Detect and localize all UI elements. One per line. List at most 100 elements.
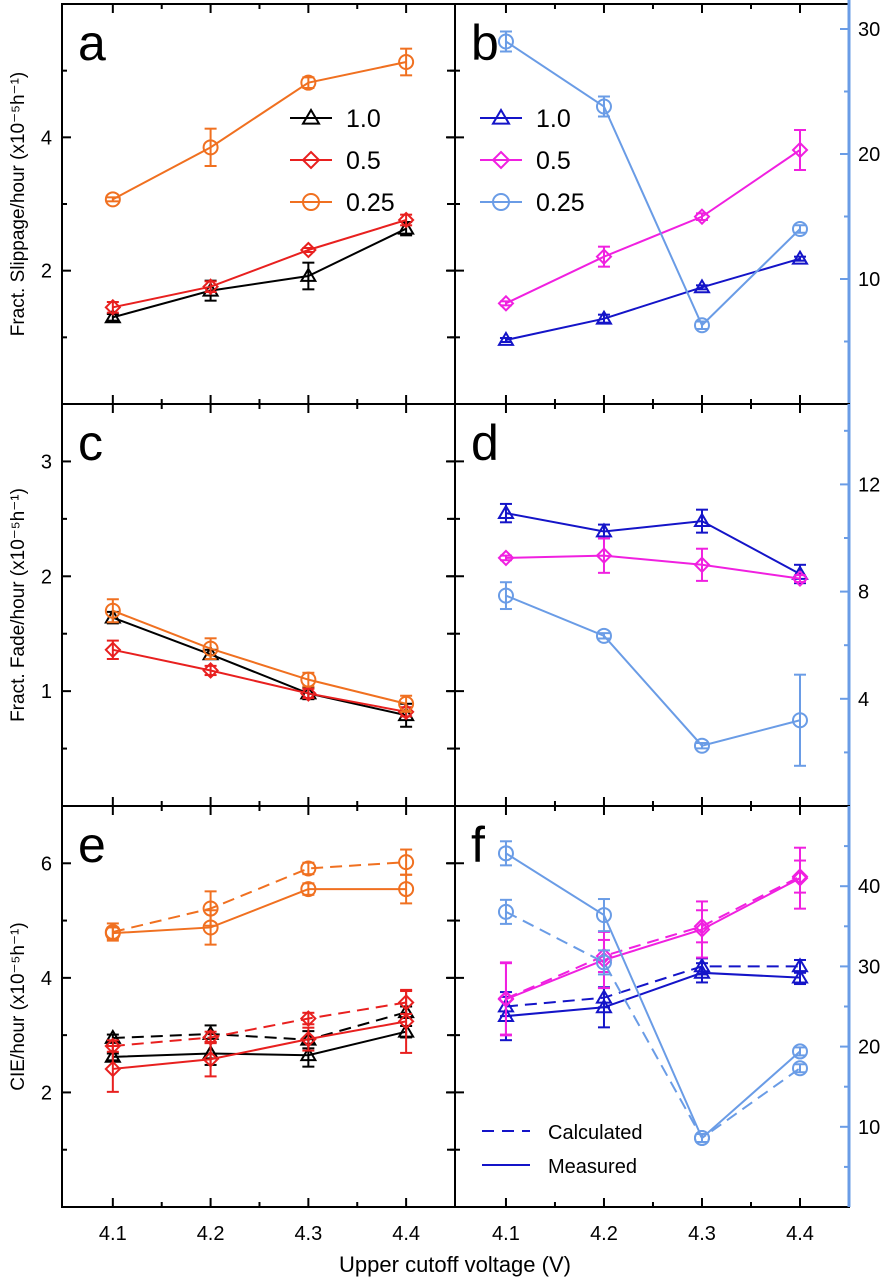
circle-marker bbox=[693, 1130, 710, 1147]
circle-marker bbox=[104, 925, 121, 942]
diamond-marker bbox=[791, 141, 809, 159]
series-0.25 bbox=[497, 30, 808, 334]
legend-item bbox=[290, 150, 332, 170]
series-line bbox=[505, 257, 801, 341]
legend-item bbox=[480, 150, 522, 170]
series-line bbox=[505, 875, 801, 1000]
series-0.25-calculated bbox=[497, 898, 808, 1147]
circle-marker bbox=[595, 907, 612, 924]
triangle-marker bbox=[301, 108, 321, 125]
triangle-marker bbox=[791, 968, 809, 984]
panel-letter: a bbox=[78, 15, 106, 71]
y2-tick-label: 4 bbox=[858, 689, 869, 711]
triangle-marker bbox=[693, 512, 711, 528]
panel-e bbox=[61, 805, 456, 1208]
diamond-marker bbox=[595, 248, 613, 266]
circle-marker bbox=[398, 695, 415, 712]
panel-frame bbox=[61, 805, 456, 1208]
series-0.25 bbox=[497, 581, 808, 767]
legend-label: 0.5 bbox=[346, 147, 381, 175]
triangle-marker bbox=[497, 331, 515, 346]
series-line bbox=[112, 1011, 407, 1041]
circle-marker bbox=[791, 1060, 808, 1077]
diamond-marker bbox=[397, 211, 415, 229]
series-line bbox=[505, 512, 801, 575]
diamond-marker bbox=[497, 990, 515, 1008]
legend-label: 0.25 bbox=[346, 189, 395, 217]
diamond-marker bbox=[497, 549, 515, 567]
circle-marker bbox=[497, 903, 514, 920]
series-1.0 bbox=[497, 502, 809, 585]
series-0.5 bbox=[497, 537, 809, 587]
legend-item bbox=[290, 193, 332, 211]
triangle-marker bbox=[693, 278, 711, 294]
series-line bbox=[505, 965, 800, 1008]
triangle-marker bbox=[491, 108, 511, 125]
diamond-marker bbox=[202, 278, 220, 296]
triangle-marker bbox=[104, 308, 122, 324]
x-tick-label: 4.3 bbox=[688, 1223, 716, 1245]
circle-marker bbox=[202, 640, 219, 657]
circle-marker bbox=[497, 845, 514, 862]
circle-marker bbox=[398, 54, 415, 70]
series-line bbox=[505, 971, 801, 1018]
y2-tick-label: 20 bbox=[858, 1037, 880, 1059]
y-axis-label: Fract. Fade/hour (x10⁻⁵h⁻¹) bbox=[8, 488, 29, 722]
diamond-marker bbox=[104, 641, 122, 659]
series-0.25 bbox=[104, 598, 415, 713]
y2-tick-label: 30 bbox=[858, 956, 880, 978]
diamond-marker bbox=[104, 1060, 122, 1078]
diamond-marker bbox=[301, 150, 321, 170]
panel-c bbox=[61, 403, 456, 807]
panel-frame bbox=[454, 403, 850, 807]
series-0.5 bbox=[104, 639, 415, 721]
y2-tick-label: 40 bbox=[858, 876, 880, 898]
circle-marker bbox=[300, 881, 317, 898]
circle-marker bbox=[300, 860, 317, 877]
triangle-marker bbox=[791, 249, 809, 265]
y-tick-label: 4 bbox=[41, 127, 52, 149]
triangle-marker bbox=[595, 998, 613, 1014]
diamond-marker bbox=[693, 208, 711, 226]
diamond-marker bbox=[397, 1012, 415, 1030]
circle-marker bbox=[693, 317, 710, 334]
series-0.5-measured bbox=[104, 988, 415, 1093]
series-line bbox=[505, 852, 801, 1140]
circle-marker bbox=[693, 737, 710, 754]
y-tick-label: 2 bbox=[41, 566, 52, 588]
series-line bbox=[505, 910, 801, 1140]
series-1.0 bbox=[497, 249, 809, 346]
x-tick-label: 4.4 bbox=[392, 1223, 420, 1245]
series-1.0-calculated bbox=[497, 957, 809, 1018]
x-axis-label: Upper cutoff voltage (V) bbox=[339, 1252, 571, 1277]
circle-marker bbox=[791, 712, 808, 729]
diamond-marker bbox=[202, 662, 220, 679]
series-line bbox=[505, 149, 801, 305]
y2-tick-label: 10 bbox=[858, 1117, 880, 1139]
panel-d bbox=[447, 403, 851, 807]
triangle-marker bbox=[595, 522, 613, 538]
triangle-marker bbox=[299, 1046, 318, 1062]
circle-marker bbox=[497, 587, 514, 604]
series-line bbox=[112, 219, 407, 309]
series-line bbox=[112, 1020, 407, 1070]
series-line bbox=[112, 648, 407, 713]
diamond-marker bbox=[791, 570, 809, 587]
series-0.25-measured bbox=[104, 873, 415, 946]
triangle-marker bbox=[397, 219, 415, 235]
series-0.5-calculated bbox=[104, 990, 415, 1055]
circle-marker bbox=[492, 193, 510, 211]
panel-frame bbox=[454, 3, 850, 405]
legend-label: 1.0 bbox=[346, 105, 381, 133]
diamond-marker bbox=[595, 547, 613, 565]
circle-marker bbox=[497, 33, 514, 50]
diamond-marker bbox=[497, 294, 515, 312]
legend-label: 0.25 bbox=[536, 189, 585, 217]
circle-marker bbox=[595, 627, 612, 644]
series-0.5 bbox=[497, 129, 809, 312]
series-line bbox=[112, 227, 407, 319]
y-tick-label: 1 bbox=[41, 681, 52, 703]
y-tick-label: 4 bbox=[41, 968, 52, 990]
circle-marker bbox=[595, 954, 612, 971]
diamond-marker bbox=[693, 556, 711, 574]
